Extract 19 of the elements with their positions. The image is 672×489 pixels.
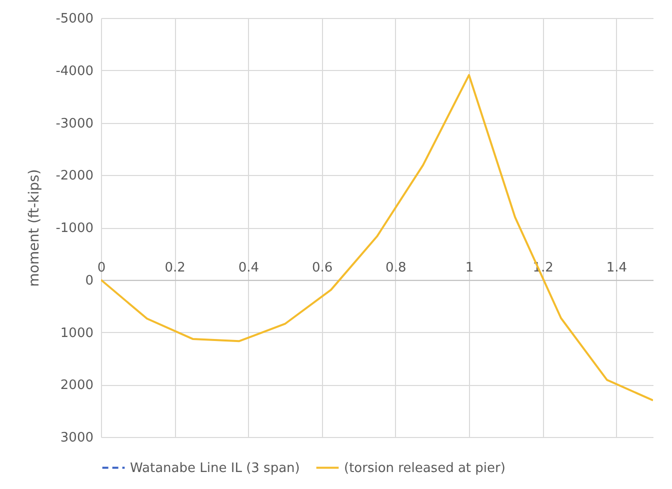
x-tick-label: 0.2	[164, 260, 186, 276]
y-tick-label: -4000	[56, 64, 94, 79]
y-axis-title: moment (ft-kips)	[26, 169, 43, 287]
y-tick-label: -1000	[56, 221, 94, 236]
x-tick-label: 0	[97, 260, 106, 276]
y-tick-label: -5000	[56, 12, 94, 26]
y-tick-label: -2000	[56, 168, 94, 184]
y-tick-label: -3000	[56, 116, 94, 132]
y-tick-label: 2000	[60, 378, 94, 394]
legend-label: Watanabe Line IL (3 span)	[130, 460, 300, 476]
x-tick-label: 0.4	[238, 260, 260, 276]
x-tick-label: 0.8	[386, 260, 406, 276]
y-tick-label: 3000	[60, 430, 94, 446]
legend-label: (torsion released at pier)	[344, 460, 506, 476]
y-tick-label: 0	[85, 273, 94, 288]
x-tick-label: 0.6	[312, 260, 333, 276]
y-tick-label: 1000	[60, 326, 94, 341]
x-tick-label: 1	[465, 260, 474, 276]
x-tick-label: 1.4	[606, 260, 628, 276]
